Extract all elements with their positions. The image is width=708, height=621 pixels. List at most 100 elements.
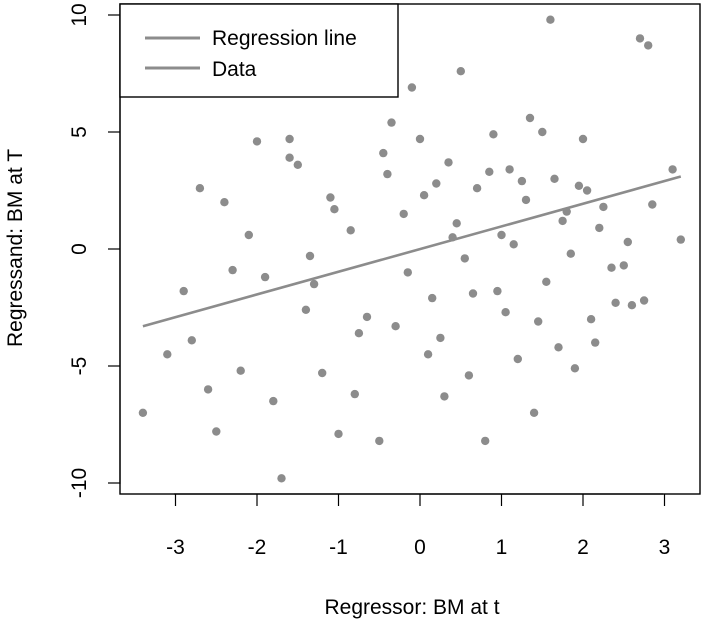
data-point [269,396,278,406]
data-point [521,195,531,205]
data-point [301,305,311,314]
data-point [505,165,514,174]
data-point [423,350,433,359]
data-point [407,83,417,92]
data-point [529,408,539,417]
data-point [611,298,620,307]
data-point [599,202,608,212]
data-points [138,15,685,483]
data-point [318,368,327,378]
data-point [578,134,588,144]
data-point [326,193,335,202]
x-tick-label: -1 [329,536,348,559]
data-point [619,261,628,270]
data-point [403,268,412,277]
data-point [558,216,567,226]
data-point [639,296,649,305]
data-point [517,176,527,186]
legend-label-data: Data [212,58,257,81]
data-point [648,200,657,209]
data-point [293,160,302,169]
data-point [399,209,408,219]
data-point [623,237,632,247]
data-point [582,186,592,195]
data-point [432,179,441,188]
data-point [550,174,559,183]
data-point [260,272,270,282]
x-tick-label: 3 [659,536,671,559]
y-tick-label: 5 [68,126,91,138]
data-point [252,137,262,146]
data-point [444,158,453,167]
legend-label-regression-line: Regression line [212,27,357,50]
data-point [501,308,510,317]
data-point [607,263,616,272]
data-point [138,408,148,417]
data-point [203,385,213,394]
y-tick-label: 10 [68,3,91,26]
data-point [570,364,580,373]
data-point [195,184,205,193]
data-point [460,254,469,263]
data-point [285,153,294,162]
data-point [212,427,221,436]
data-point [481,436,490,446]
x-axis-title: Regressor: BM at t [324,596,499,619]
data-point [534,317,543,326]
data-point [513,354,522,364]
data-point [538,127,547,137]
data-point [354,329,364,338]
y-tick-label: -10 [68,468,91,498]
y-tick-label: 0 [68,243,91,255]
data-point [375,436,384,446]
data-point [415,134,425,144]
x-axis: -3 -2 -1 0 1 2 3 [166,493,671,559]
legend-box [119,3,399,98]
regression-line [142,175,682,328]
data-point [595,223,604,233]
data-point [456,67,465,76]
data-point [566,249,575,258]
x-tick-label: -3 [166,536,185,559]
data-point [187,336,196,345]
data-point [387,118,396,127]
data-point [574,181,584,190]
data-point [244,230,253,240]
regression-line-layer [142,175,682,328]
data-point [554,343,563,352]
data-point [309,279,319,289]
x-tick-label: 2 [577,536,589,559]
y-axis: -10 -5 0 5 10 [68,3,121,498]
x-tick-label: 0 [414,536,426,559]
data-point [542,277,551,286]
data-point [350,389,359,399]
data-point [436,333,445,343]
data-point [485,167,494,176]
x-tick-label: 1 [496,536,508,559]
data-point [428,293,437,303]
data-point [472,184,482,193]
data-point [383,169,392,179]
data-point [493,286,502,296]
data-point [285,134,294,144]
data-point [676,235,685,244]
data-point [179,286,188,296]
data-point [419,191,429,200]
data-point [220,198,229,207]
data-point [635,34,645,43]
data-point [525,113,535,123]
data-point [330,205,339,214]
data-point [586,315,596,324]
data-point [497,230,506,240]
data-point [452,219,461,228]
data-point [591,338,600,347]
data-point [236,366,245,375]
data-point [362,312,372,322]
data-point [489,130,498,139]
data-point [464,371,474,380]
y-axis-title: Regressand: BM at T [4,149,27,347]
data-point [334,429,343,439]
data-point [391,322,400,331]
data-point [277,474,286,483]
